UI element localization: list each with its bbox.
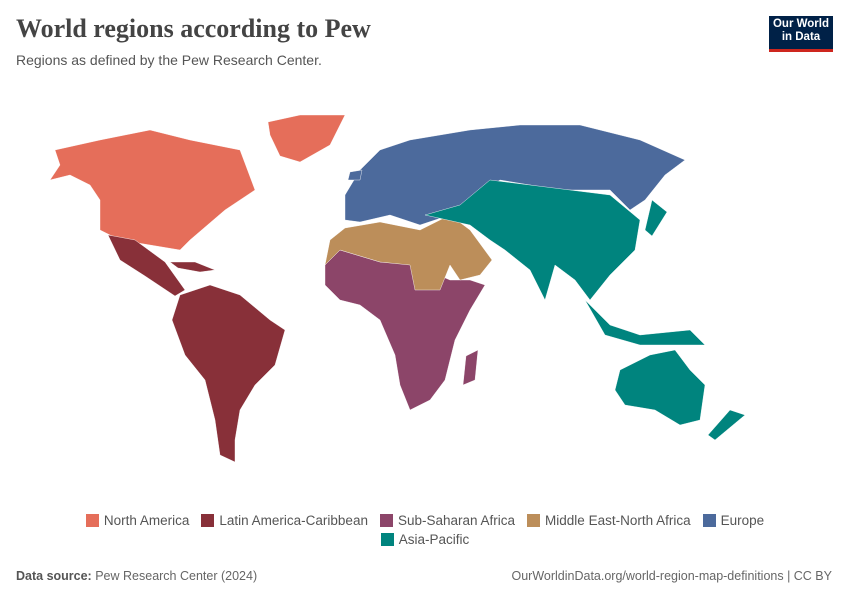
logo-line-2: in Data (781, 31, 821, 43)
region-europe-russia[interactable] (344, 124, 686, 226)
source-label: Data source: (16, 569, 92, 583)
region-new-zealand[interactable] (707, 409, 746, 441)
region-caribbean[interactable] (169, 261, 216, 273)
legend-swatch (380, 533, 394, 546)
legend-swatch (702, 514, 716, 527)
legend-item-sub-saharan-africa[interactable]: Sub-Saharan Africa (379, 513, 516, 528)
region-mexico-central-america[interactable] (107, 234, 186, 297)
region-greenland[interactable] (267, 114, 346, 163)
legend-label: Europe (720, 513, 765, 528)
legend-item-asia-pacific[interactable]: Asia-Pacific (380, 532, 470, 547)
region-indonesia[interactable] (584, 299, 706, 346)
legend-item-europe[interactable]: Europe (702, 513, 765, 528)
legend-item-latin-america[interactable]: Latin America-Caribbean (201, 513, 368, 528)
region-iceland[interactable] (347, 169, 363, 181)
region-south-america[interactable] (171, 284, 286, 463)
logo-line-1: Our World (772, 18, 829, 30)
region-madagascar[interactable] (462, 349, 479, 386)
legend-swatch (201, 514, 215, 527)
legend-label: Middle East-North Africa (545, 513, 691, 528)
legend-label: North America (103, 513, 190, 528)
data-source: Data source: Pew Research Center (2024) (16, 569, 257, 583)
region-north-america[interactable] (49, 129, 256, 251)
source-url[interactable]: OurWorldinData.org/world-region-map-defi… (511, 569, 832, 583)
page-subtitle: Regions as defined by the Pew Research C… (16, 52, 322, 68)
region-japan[interactable] (644, 199, 668, 237)
page-title: World regions according to Pew (16, 14, 371, 43)
region-asia[interactable] (424, 179, 641, 301)
legend-swatch (527, 514, 541, 527)
region-australia[interactable] (614, 349, 706, 426)
legend-label: Asia-Pacific (398, 532, 470, 547)
legend-label: Sub-Saharan Africa (397, 513, 516, 528)
region-middle-east-north-africa[interactable] (324, 214, 493, 291)
legend-swatch (85, 514, 99, 527)
source-text[interactable]: Pew Research Center (2024) (95, 569, 258, 583)
legend-swatch (379, 514, 393, 527)
legend-item-north-america[interactable]: North America (85, 513, 190, 528)
legend-item-mena[interactable]: Middle East-North Africa (527, 513, 691, 528)
legend: North America Latin America-Caribbean Su… (0, 513, 850, 551)
legend-label: Latin America-Caribbean (219, 513, 368, 528)
owid-logo[interactable]: Our World in Data (769, 16, 833, 52)
